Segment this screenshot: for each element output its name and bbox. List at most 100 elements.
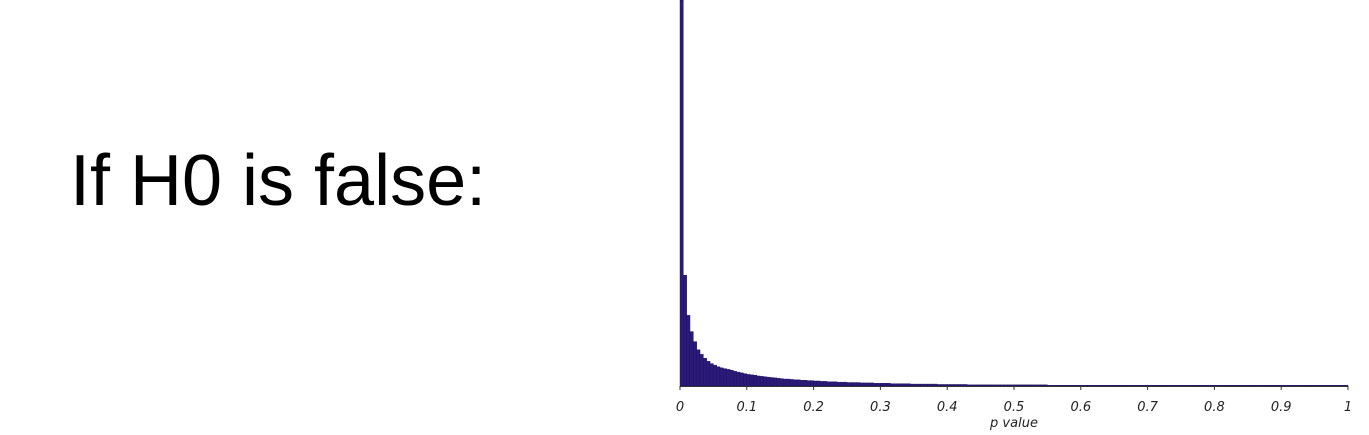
histogram-bar [1170, 385, 1175, 387]
histogram-bar [1037, 384, 1041, 387]
histogram-bar [1304, 385, 1309, 387]
x-tick-label: 0.7 [1137, 400, 1158, 415]
histogram-bar [1154, 385, 1158, 387]
histogram-bar [769, 377, 774, 387]
histogram-bar [1164, 385, 1168, 387]
histogram-bar [1047, 385, 1051, 387]
histogram-bar [926, 383, 931, 387]
histogram-bar [1033, 384, 1038, 387]
histogram-bar [1100, 385, 1105, 387]
histogram-bar [733, 371, 737, 387]
histogram-bar [943, 384, 948, 387]
histogram-bar [683, 275, 687, 387]
histogram-bar [1090, 385, 1095, 387]
histogram-bar [803, 380, 808, 387]
x-tick-label: 0 [676, 400, 684, 415]
histogram-bar [1017, 384, 1021, 387]
histogram-bar [706, 361, 711, 387]
histogram-bar [1120, 385, 1125, 387]
histogram-bar [1324, 385, 1329, 387]
histogram-bar [1240, 385, 1245, 387]
histogram-bar [793, 379, 798, 387]
histogram-bar [906, 383, 911, 387]
histogram-bar [1214, 385, 1218, 387]
histogram-bar [997, 384, 1001, 387]
histogram-bar [813, 380, 818, 387]
histogram-bar [840, 381, 844, 387]
histogram-bar [729, 369, 734, 387]
histogram-bar [1067, 385, 1071, 387]
histogram-bar [773, 377, 778, 387]
histogram-bar [1177, 385, 1182, 387]
histogram-bar [723, 368, 727, 387]
histogram-bar [890, 383, 894, 387]
histogram-bar [1194, 385, 1198, 387]
histogram-bar [1247, 385, 1252, 387]
histogram-bar [1204, 385, 1208, 387]
histogram-bar [1301, 385, 1305, 387]
histogram-bar [960, 384, 965, 387]
histogram-bar [763, 376, 768, 387]
histogram-bar [1043, 384, 1048, 387]
histogram-bar [1093, 385, 1098, 387]
histogram-bar [1207, 385, 1212, 387]
histogram-bar [1184, 385, 1188, 387]
histogram-bar [903, 383, 908, 387]
histogram-bar [1147, 385, 1152, 387]
slide-heading: If H0 is false: [70, 141, 487, 221]
histogram-bar [1264, 385, 1269, 387]
histogram-bar [1053, 385, 1058, 387]
histogram-bar [1210, 385, 1215, 387]
histogram-bar [1057, 385, 1061, 387]
histogram-bar [1230, 385, 1235, 387]
histogram-bar [1234, 385, 1238, 387]
histogram-bar [713, 364, 717, 387]
histogram-bar [1087, 385, 1092, 387]
histogram-bar [1110, 385, 1115, 387]
histogram-bar [1244, 385, 1248, 387]
histogram-bar [783, 378, 788, 387]
histogram-bar [913, 383, 918, 387]
histogram-bar [1287, 385, 1292, 387]
histogram-bar [1297, 385, 1302, 387]
histogram-bar [1023, 384, 1028, 387]
histogram-bar [756, 375, 761, 387]
histogram-bar [936, 384, 941, 387]
histogram-bar [753, 374, 758, 387]
histogram-bar [1124, 385, 1128, 387]
histogram-bar [736, 371, 741, 387]
histogram-bar [1134, 385, 1138, 387]
histogram-bar [1113, 385, 1118, 387]
histogram-bar [1003, 384, 1008, 387]
histogram-bar [1157, 385, 1162, 387]
histogram-bar [1307, 385, 1312, 387]
histogram-bar [716, 366, 721, 387]
histogram-bar [693, 341, 697, 387]
x-tick-label: 1 [1344, 400, 1352, 415]
histogram-bar [796, 379, 801, 387]
histogram-bar [1277, 385, 1282, 387]
histogram-bar [1220, 385, 1225, 387]
histogram-bar [679, 0, 684, 387]
histogram-bar [856, 382, 861, 387]
histogram-bar [883, 383, 888, 387]
histogram-bar [1160, 385, 1165, 387]
histogram-bar [703, 358, 707, 387]
histogram-bar [1167, 385, 1172, 387]
histogram-bar [876, 383, 881, 387]
histogram-bar [830, 381, 834, 387]
histogram-bar [1274, 385, 1279, 387]
histogram-bar [836, 381, 841, 387]
histogram-bar [957, 384, 961, 387]
histogram-bar [870, 382, 874, 387]
histogram-bar [699, 354, 704, 387]
histogram-bar [759, 376, 764, 387]
histogram-bar [826, 381, 831, 387]
histogram-bar [1294, 385, 1299, 387]
histogram-bar [977, 384, 981, 387]
histogram-bar [1137, 385, 1142, 387]
histogram-bar [950, 384, 955, 387]
histogram-bar [973, 384, 978, 387]
histogram-bar [1254, 385, 1259, 387]
